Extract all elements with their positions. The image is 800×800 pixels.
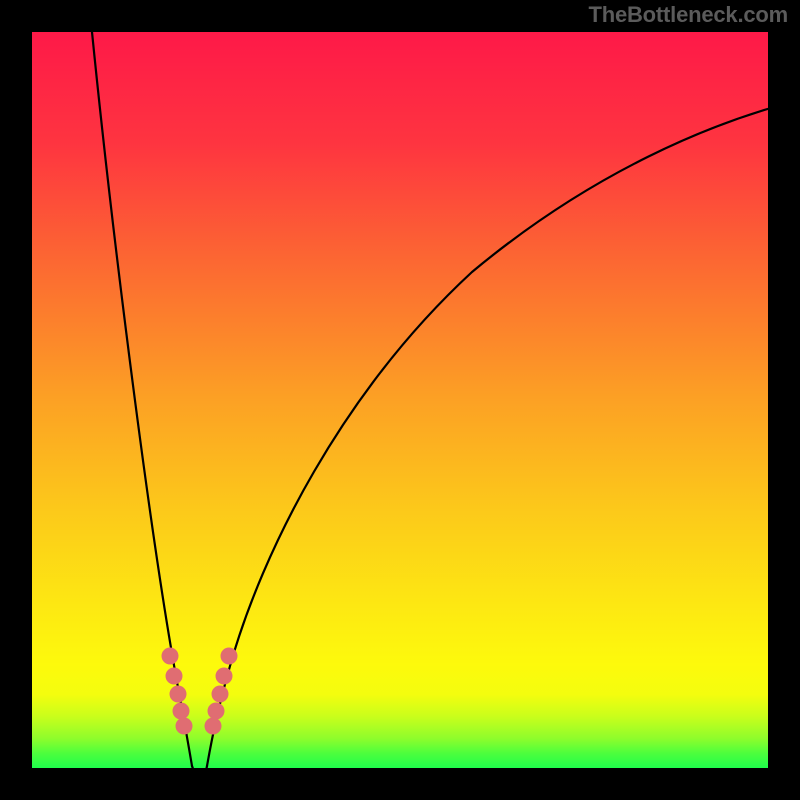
- data-marker: [170, 686, 187, 703]
- data-marker: [205, 718, 222, 735]
- data-marker: [173, 703, 190, 720]
- data-marker: [221, 648, 238, 665]
- data-marker: [166, 668, 183, 685]
- gradient-background: [32, 32, 768, 768]
- data-marker: [176, 718, 193, 735]
- chart-frame: TheBottleneck.com: [0, 0, 800, 800]
- data-marker: [162, 648, 179, 665]
- data-marker: [216, 668, 233, 685]
- bottleneck-chart: [0, 0, 800, 800]
- data-marker: [212, 686, 229, 703]
- watermark-text: TheBottleneck.com: [588, 2, 788, 28]
- data-marker: [208, 703, 225, 720]
